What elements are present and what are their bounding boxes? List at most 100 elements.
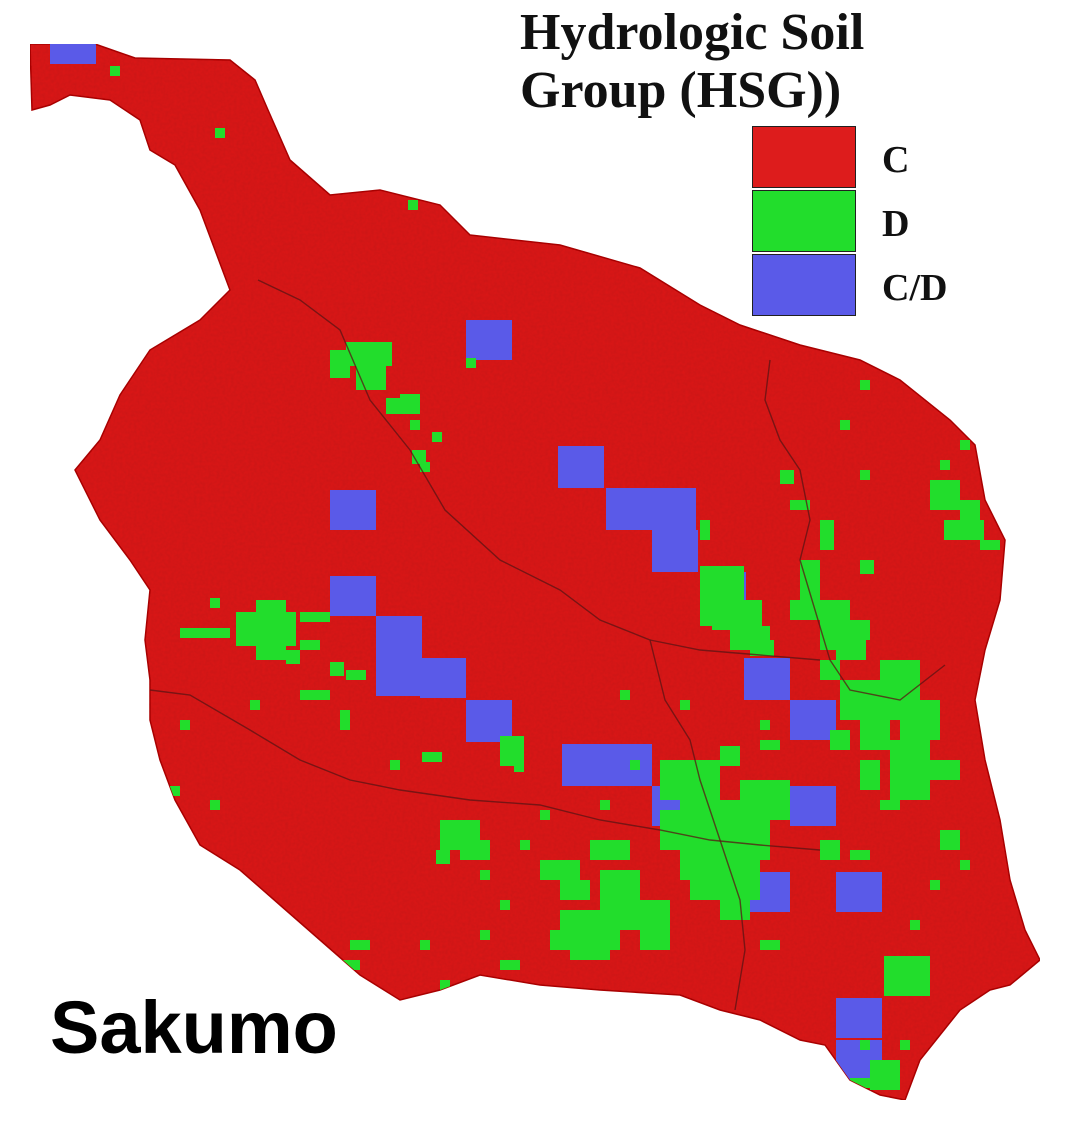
soil-cell-d (944, 520, 984, 540)
soil-cell-d (256, 600, 286, 660)
soil-cell-cd (836, 998, 882, 1038)
soil-cell-cd (420, 658, 466, 698)
soil-cell-cd (652, 530, 698, 572)
soil-cell-d (780, 470, 794, 484)
soil-cell-d (514, 750, 524, 772)
soil-cell-d (890, 740, 930, 800)
soil-cell-d (460, 840, 490, 860)
soil-cell-d (390, 760, 400, 770)
legend-label-c: C (882, 139, 910, 181)
soil-cell-d (110, 66, 120, 76)
soil-cell-d (340, 710, 350, 730)
soil-cell-d (340, 960, 360, 970)
soil-cell-cd (836, 872, 882, 912)
soil-cell-d (860, 560, 874, 574)
soil-cell-d (660, 810, 700, 850)
soil-cell-d (408, 200, 418, 210)
soil-cell-d (860, 470, 870, 480)
soil-cell-cd (558, 446, 604, 488)
soil-cell-d (910, 920, 920, 930)
soil-cell-d (840, 420, 850, 430)
soil-cell-d (570, 940, 610, 960)
soil-cell-d (560, 880, 590, 900)
soil-cell-d (900, 700, 940, 740)
soil-cell-d (850, 1078, 870, 1088)
soil-cell-cd (606, 488, 696, 530)
soil-cell-d (520, 840, 530, 850)
soil-cell-d (590, 840, 630, 860)
soil-cell-d (870, 1060, 900, 1090)
soil-cell-d (760, 940, 780, 950)
soil-cell-d (860, 720, 890, 750)
soil-cell-d (500, 900, 510, 910)
soil-cell-d (830, 730, 850, 750)
soil-cell-cd (330, 576, 376, 616)
soil-cell-d (884, 956, 930, 996)
subbasin-boundary (764, 359, 946, 701)
soil-cell-d (422, 752, 442, 762)
soil-cell-d (350, 940, 370, 950)
soil-cell-d (960, 500, 980, 520)
soil-cell-d (600, 800, 610, 810)
soil-cell-d (620, 690, 630, 700)
soil-cell-cd (330, 490, 376, 530)
subbasin-boundary (257, 279, 746, 1011)
soil-cell-d (750, 640, 774, 656)
soil-cell-d (432, 432, 442, 442)
soil-cell-d (720, 746, 740, 766)
soil-cell-d (180, 720, 190, 730)
place-name-label: Sakumo (50, 986, 338, 1069)
legend-title: Hydrologic Soil Group (HSG)) (520, 4, 960, 120)
soil-cell-cd (466, 700, 512, 742)
soil-cell-d (660, 760, 720, 800)
soil-cell-d (500, 960, 520, 970)
soil-cell-d (690, 880, 720, 900)
soil-cell-d (300, 640, 320, 650)
soil-cell-d (900, 1040, 910, 1050)
soil-cell-d (880, 660, 920, 700)
soil-cell-d (550, 930, 570, 950)
soil-cell-d (720, 900, 750, 920)
soil-cell-d (836, 640, 866, 660)
soil-cell-d (960, 440, 970, 450)
soil-cell-d (300, 690, 330, 700)
soil-cell-d (386, 398, 402, 414)
soil-cell-d (440, 980, 450, 990)
soil-cell-d (760, 740, 780, 750)
soil-cell-d (420, 940, 430, 950)
subbasin-boundary (149, 689, 821, 851)
soil-cell-d (790, 600, 820, 620)
soil-cell-d (980, 540, 1000, 550)
soil-cell-d (940, 830, 960, 850)
soil-cell-d (712, 600, 762, 630)
soil-cell-d (860, 380, 870, 390)
soil-cell-d (466, 358, 476, 368)
soil-cell-d (640, 930, 670, 950)
soil-cell-d (930, 480, 960, 510)
subbasin-boundary (649, 639, 821, 661)
soil-cell-d (210, 800, 220, 810)
soil-cell-d (940, 460, 950, 470)
soil-cell-cd (790, 700, 836, 740)
soil-cell-d (436, 850, 450, 864)
soil-cell-d (820, 520, 834, 550)
soil-cell-d (540, 810, 550, 820)
soil-cell-cd (376, 616, 422, 696)
soil-cell-cd (466, 320, 512, 360)
soil-cell-d (850, 620, 870, 640)
soil-cell-d (850, 850, 870, 860)
soil-cell-cd (50, 44, 96, 64)
soil-cell-d (410, 420, 420, 430)
soil-cell-d (250, 700, 260, 710)
soil-cell-d (960, 860, 970, 870)
soil-cell-d (346, 342, 392, 366)
soil-cell-d (740, 780, 790, 820)
legend-title-line-2: Group (HSG)) (520, 62, 842, 119)
legend-swatch-d (752, 190, 856, 252)
soil-cell-d (880, 800, 900, 810)
soil-cell-d (330, 350, 350, 378)
legend-swatch-cd (752, 254, 856, 316)
soil-cell-d (730, 820, 770, 860)
soil-cell-d (420, 462, 430, 472)
